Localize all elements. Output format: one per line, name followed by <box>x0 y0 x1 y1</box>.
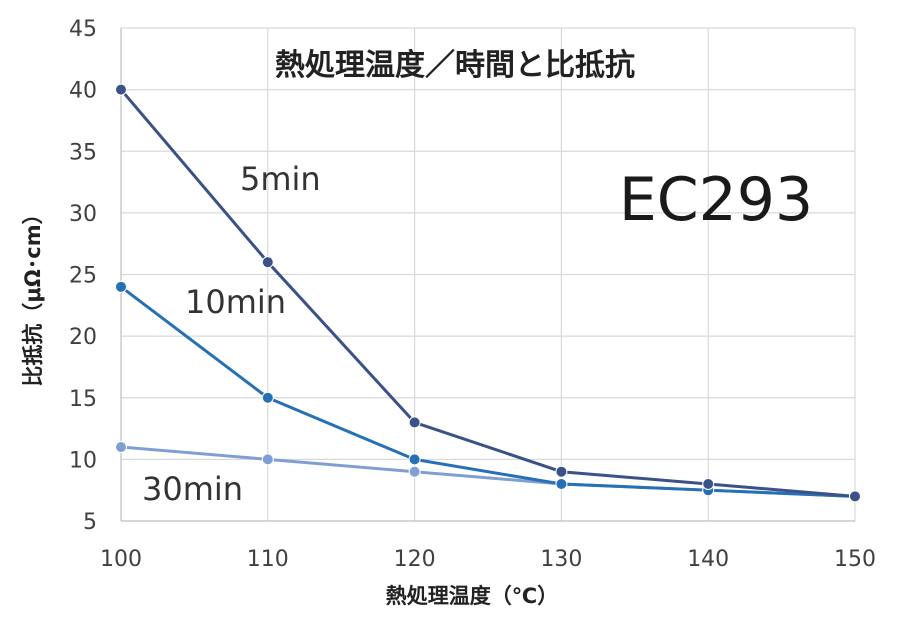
data-point <box>115 280 127 293</box>
data-point <box>261 391 274 404</box>
x-axis-title: 熱処理温度（℃） <box>386 584 558 608</box>
chart-title: 熱処理温度／時間と比抵抗 <box>275 48 635 83</box>
series-group <box>115 83 861 503</box>
y-tick-label: 45 <box>69 17 97 42</box>
y-tick-label: 25 <box>69 264 97 289</box>
data-point <box>702 478 715 491</box>
axes <box>120 28 855 522</box>
y-tick-label: 20 <box>69 325 97 350</box>
x-tick-label: 100 <box>100 547 142 572</box>
x-tick-labels: 100 110 120 130 140 150 <box>100 547 876 572</box>
data-point <box>408 453 421 466</box>
data-point <box>261 453 274 466</box>
y-tick-label: 30 <box>69 202 97 227</box>
series-label-10min: 10min <box>185 283 286 321</box>
y-tick-labels: 5 10 15 20 25 30 35 40 45 <box>69 17 97 535</box>
y-tick-label: 15 <box>69 387 97 412</box>
product-code-label: EC293 <box>619 165 813 235</box>
y-axis-title: 比抵抗（μΩ･cm） <box>21 203 45 386</box>
gridlines <box>121 27 856 521</box>
data-point <box>408 465 421 478</box>
data-point <box>555 478 568 491</box>
y-tick-label: 40 <box>69 79 97 104</box>
series-label-30min: 30min <box>142 470 243 508</box>
series-line <box>119 88 856 498</box>
x-tick-label: 120 <box>394 547 436 572</box>
data-point <box>261 256 274 269</box>
data-point <box>408 416 421 429</box>
y-tick-label: 10 <box>69 448 97 473</box>
x-tick-label: 110 <box>247 547 289 572</box>
series-line <box>120 285 856 498</box>
data-point <box>849 490 861 503</box>
data-point <box>555 465 568 478</box>
x-tick-label: 150 <box>834 547 876 572</box>
data-point <box>115 83 127 96</box>
y-tick-label: 35 <box>69 140 97 165</box>
series-5min <box>115 83 861 503</box>
series-label-5min: 5min <box>240 160 321 198</box>
data-point <box>115 441 127 454</box>
x-tick-label: 130 <box>540 547 582 572</box>
y-tick-label: 5 <box>83 510 97 535</box>
x-tick-label: 140 <box>687 547 729 572</box>
